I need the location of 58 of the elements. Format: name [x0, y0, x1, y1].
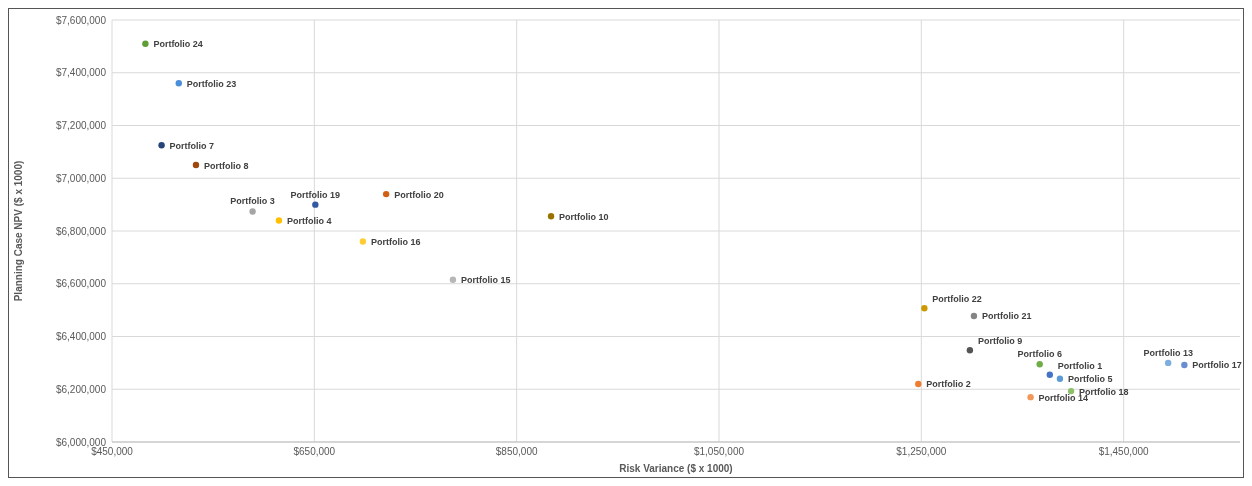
x-tick-label: $1,250,000 — [896, 446, 947, 457]
series-label: Portfolio 17 — [1192, 360, 1242, 371]
series-label: Portfolio 21 — [981, 311, 1032, 322]
point — [158, 142, 165, 149]
x-tick-label: $650,000 — [293, 446, 336, 457]
series-label: Portfolio 3 — [230, 196, 275, 207]
y-tick-label: $6,600,000 — [55, 278, 107, 290]
point — [359, 238, 367, 245]
series-label: Portfolio 20 — [394, 189, 444, 200]
x-tick-label: $450,000 — [91, 446, 134, 457]
point — [1164, 359, 1172, 367]
point — [1046, 371, 1054, 378]
point — [1036, 360, 1043, 368]
y-tick-label: $7,400,000 — [55, 67, 107, 79]
series-label: Portfolio 23 — [186, 78, 237, 89]
point — [192, 161, 200, 169]
x-axis-title: Risk Variance ($ x 1000) — [619, 463, 733, 474]
point — [970, 312, 978, 320]
series-label: Portfolio 19 — [290, 189, 341, 200]
x-tick-label: $1,050,000 — [693, 446, 745, 457]
y-tick-label: $7,000,000 — [55, 172, 107, 184]
series-label: Portfolio 8 — [203, 160, 249, 171]
y-tick-label: $7,600,000 — [55, 14, 107, 26]
y-tick-label: $6,800,000 — [55, 225, 107, 237]
series-label: Portfolio 13 — [1143, 347, 1193, 358]
series-label: Portfolio 2 — [926, 379, 971, 390]
point — [175, 80, 182, 87]
point — [249, 208, 256, 215]
x-tick-label: $850,000 — [495, 446, 538, 457]
series-label: Portfolio 10 — [559, 211, 609, 222]
series-label: Portfolio 16 — [370, 237, 421, 248]
series-label: Portfolio 5 — [1067, 374, 1113, 385]
series-label: Portfolio 24 — [153, 39, 203, 50]
point — [275, 217, 283, 224]
point — [1181, 361, 1188, 369]
series-label: Portfolio 6 — [1017, 349, 1062, 360]
series-label: Portfolio 22 — [932, 294, 982, 305]
point — [915, 380, 922, 388]
y-tick-label: $6,200,000 — [55, 383, 107, 395]
series-label: Portfolio 9 — [977, 336, 1023, 347]
point — [382, 190, 390, 198]
point — [449, 276, 457, 283]
series-label: Portfolio 1 — [1057, 360, 1103, 371]
point — [312, 201, 319, 208]
point — [1027, 393, 1034, 401]
y-tick-label: $6,000,000 — [55, 436, 107, 448]
y-axis-title: Planning Case NPV ($ x 1000) — [13, 160, 24, 302]
series-label: Portfolio 15 — [460, 275, 511, 286]
point — [921, 305, 928, 312]
y-tick-label: $6,400,000 — [55, 331, 107, 342]
point — [966, 347, 974, 354]
y-tick-label: $7,200,000 — [55, 120, 107, 131]
series-label: Portfolio 4 — [286, 215, 332, 226]
point — [547, 213, 555, 220]
point — [142, 40, 149, 47]
x-tick-label: $1,450,000 — [1098, 446, 1150, 457]
series-label: Portfolio 7 — [169, 140, 215, 151]
point — [1056, 375, 1064, 382]
